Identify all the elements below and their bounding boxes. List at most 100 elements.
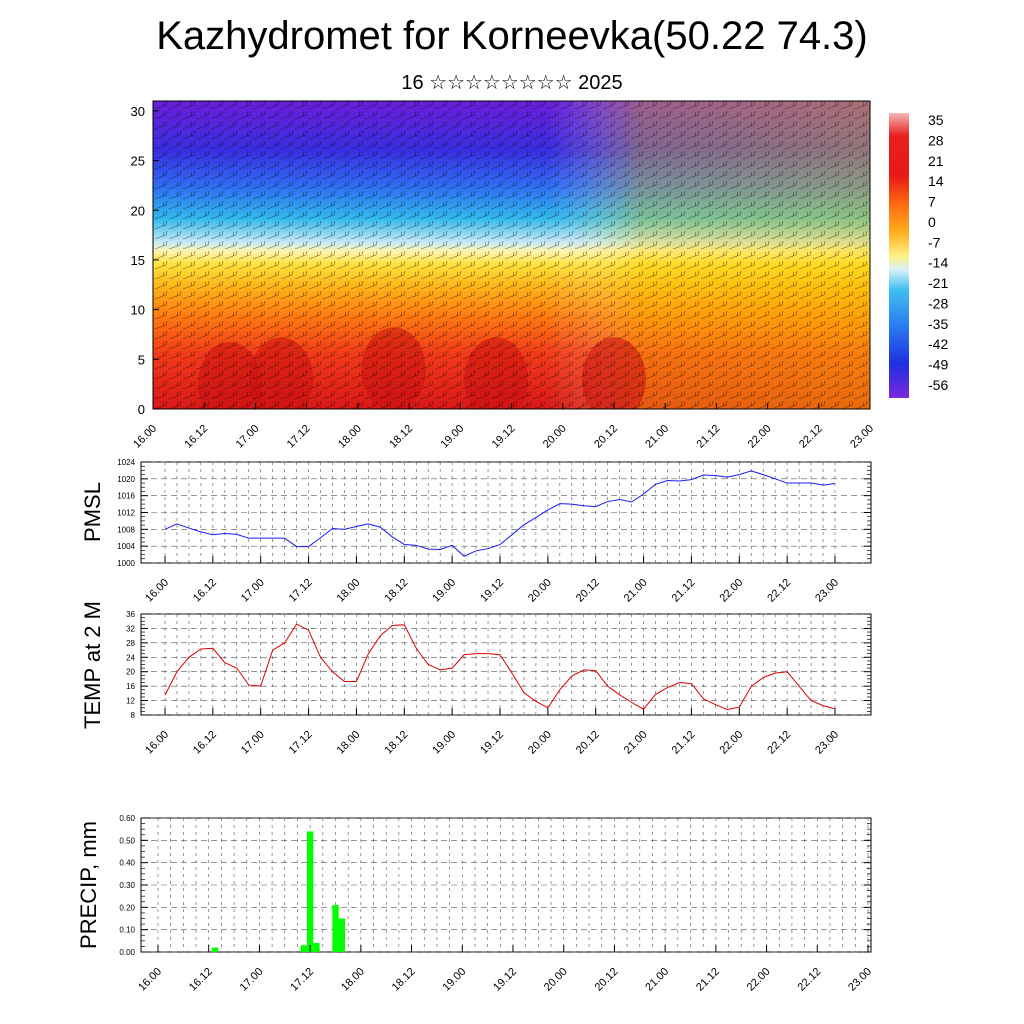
temperature-height-section: 0 5 10 15 20 25 30 16.00 16.12 17.00 17.12 18.00 18… [131,100,876,451]
ytick-label: 1004 [117,542,135,551]
colorbar-label: -14 [928,255,948,271]
colorbar-label: -7 [928,234,941,250]
xtick-label: 19.12 [478,577,506,605]
xtick-label: 23.00 [846,966,874,994]
precip-bar [332,905,339,952]
heatmap-xtick-label: 16.12 [182,423,210,451]
heatmap-xtick-label: 18.00 [336,423,364,451]
xtick-label: 20.00 [526,729,554,757]
heatmap-ytick-label: 15 [131,253,145,268]
colorbar-label: 0 [928,214,936,230]
heatmap-xtick-label: 16.00 [131,423,159,451]
precip-bar [313,943,320,952]
xtick-label: 16.12 [187,966,215,994]
ytick-label: 32 [126,624,135,633]
heatmap-xtick-label: 23.00 [848,423,876,451]
heatmap-xtick-label: 18.12 [387,423,415,451]
heatmap-xtick-label: 17.00 [234,423,262,451]
heatmap-ytick-label: 10 [131,303,145,318]
xtick-label: 20.00 [526,577,554,605]
ytick-label: 0.10 [119,926,135,935]
ytick-label: 0.60 [119,814,135,823]
colorbar: 35 28 21 14 7 0 -7 -14 -21 -28 -35 -42 -49 -56 [889,112,948,398]
colorbar-label: 35 [928,112,944,128]
xtick-label: 16.00 [143,577,171,605]
colorbar-label: -21 [928,275,948,291]
xtick-label: 22.12 [795,966,823,994]
colorbar-label: -56 [928,377,948,393]
ytick-label: 0.20 [119,903,135,912]
heatmap-xtick-label: 20.00 [541,423,569,451]
heatmap-xtick-label: 19.00 [438,423,466,451]
ytick-label: 12 [126,697,135,706]
chart-subtitle: 16 ☆☆☆☆☆☆☆☆ 2025 [401,72,623,94]
temperature-panel: 8 12 16 20 24 28 32 36 16.00 16.12 17.00 17.12 18.00… [80,601,872,757]
precip-bar [300,945,307,952]
precip-bar [306,831,314,952]
xtick-label: 16.00 [136,966,164,994]
ytick-label: 1024 [117,458,135,467]
xtick-label: 23.00 [813,729,841,757]
xtick-label: 21.12 [694,966,722,994]
temp-axis-label: TEMP at 2 M [80,601,105,729]
precip-panel: 0.00 0.10 0.20 0.30 0.40 0.50 0.60 16.00 16.12 17… [76,814,874,994]
pmsl-axis-label: PMSL [80,482,105,542]
ytick-label: 8 [131,711,136,720]
ytick-label: 28 [126,639,135,648]
xtick-label: 18.12 [382,729,410,757]
heatmap-xtick-label: 17.12 [285,423,313,451]
ytick-label: 1012 [117,509,135,518]
colorbar-label: 28 [928,132,944,148]
xtick-label: 22.12 [765,729,793,757]
xtick-label: 21.00 [643,966,671,994]
heatmap-xtick-label: 22.12 [797,423,825,451]
pmsl-panel: 1000 1004 1008 1012 1016 1020 1024 16.00 16.12 17… [80,458,872,605]
ytick-label: 36 [126,610,135,619]
heatmap-ytick-label: 25 [131,154,145,169]
heatmap-xtick-label: 19.12 [490,423,518,451]
xtick-label: 21.12 [670,729,698,757]
xtick-label: 17.12 [288,966,316,994]
xtick-label: 21.12 [670,577,698,605]
xtick-label: 22.00 [717,729,745,757]
xtick-label: 23.00 [813,577,841,605]
colorbar-gradient [889,113,909,398]
xtick-label: 17.00 [238,966,266,994]
ytick-label: 16 [126,682,135,691]
xtick-label: 17.12 [287,577,315,605]
precip-axis-label: PRECIP, mm [76,821,101,949]
heatmap-xtick-label: 21.12 [695,423,723,451]
ytick-label: 0.30 [119,881,135,890]
xtick-label: 19.00 [430,577,458,605]
heatmap-xtick-label: 22.00 [746,423,774,451]
xtick-label: 16.12 [191,729,219,757]
xtick-label: 20.12 [574,577,602,605]
ytick-label: 1008 [117,525,135,534]
ytick-label: 1020 [117,475,135,484]
colorbar-label: -28 [928,295,948,311]
xtick-label: 18.12 [382,577,410,605]
xtick-label: 17.00 [239,729,267,757]
heatmap-ytick-label: 20 [131,203,145,218]
wind-barbs-overlay [153,101,870,409]
xtick-label: 22.12 [765,577,793,605]
precip-bar [338,918,346,952]
heatmap-ytick-label: 5 [138,352,145,367]
xtick-label: 21.00 [622,577,650,605]
temp-series-line [164,623,836,711]
chart-title: Kazhydromet for Korneevka(50.22 74.3) [156,14,868,58]
ytick-label: 24 [126,653,135,662]
xtick-label: 22.00 [745,966,773,994]
xtick-label: 19.00 [440,966,468,994]
xtick-label: 16.00 [143,729,171,757]
xtick-label: 18.12 [390,966,418,994]
heatmap-xtick-label: 21.00 [643,423,671,451]
colorbar-label: -35 [928,316,948,332]
xtick-label: 19.00 [430,729,458,757]
xtick-label: 18.00 [335,577,363,605]
xtick-label: 20.12 [574,729,602,757]
xtick-label: 18.00 [335,729,363,757]
ytick-label: 0.50 [119,836,135,845]
heatmap-ytick-label: 0 [138,402,145,417]
